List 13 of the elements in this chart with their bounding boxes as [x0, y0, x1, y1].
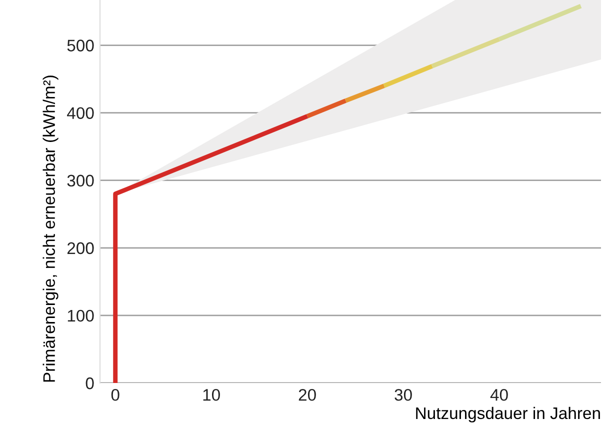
y-tick-label: 0 — [86, 377, 94, 390]
y-tick-label: 100 — [68, 310, 94, 322]
y-tick-label: 200 — [67, 242, 94, 254]
y-axis-title: Primärenergie, nicht erneuerbar (kWh/m²) — [42, 76, 58, 382]
x-tick-label: 10 — [203, 388, 220, 401]
x-axis-title: Nutzungsdauer in Jahren — [416, 406, 600, 422]
y-tick-label: 400 — [67, 107, 94, 120]
y-tick-label: 300 — [67, 174, 94, 187]
y-tick-label: 500 — [67, 40, 94, 52]
x-tick-label: 0 — [111, 388, 120, 401]
x-tick-label: 20 — [298, 388, 316, 401]
x-tick-label: 40 — [490, 388, 508, 401]
x-tick-label: 30 — [394, 388, 412, 401]
